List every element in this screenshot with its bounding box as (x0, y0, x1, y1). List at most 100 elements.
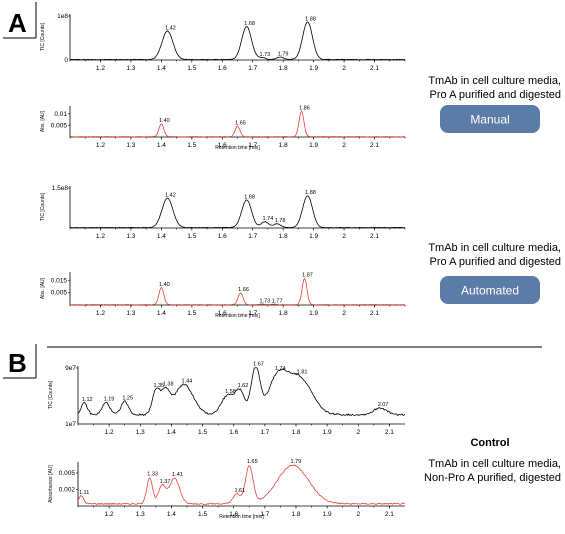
y-tick-label: 0.005 (59, 470, 76, 477)
peak-label: 1.77 (272, 298, 283, 304)
group-manual: TmAb in cell culture media, Pro A purifi… (428, 75, 561, 133)
x-tick-label: 1.3 (126, 65, 135, 72)
peak-label: 1.42 (165, 25, 176, 31)
x-tick-label: 1.4 (157, 142, 166, 149)
caption-line2: Non-Pro A purified, digested (424, 472, 561, 484)
chart-a-automated-tic: 1.2 1.3 1.4 1.5 1.6 1.7 1.8 1.9 2 2.1 1.5e8 TIC [Co… (40, 185, 406, 240)
peak-label: 1.40 (159, 282, 170, 288)
peak-label: 1.66 (238, 287, 249, 293)
group-control: Control TmAb in cell culture media, Non-… (424, 437, 561, 484)
x-tick-label: 1.9 (309, 142, 318, 149)
x-tick-label: 1.7 (248, 310, 257, 317)
peak-label: 1.86 (299, 106, 310, 112)
peak-label: 1.68 (244, 194, 255, 200)
x-tick-label: 2 (342, 233, 346, 240)
peak-label: 1.38 (163, 382, 174, 388)
peak-label: 1.88 (305, 16, 316, 22)
x-tick-label: 2 (342, 142, 346, 149)
x-tick-label: 1.5 (187, 142, 196, 149)
x-tick-label: 1.5 (187, 233, 196, 240)
x-tick-label: 2 (356, 429, 360, 436)
x-tick-label: 1.4 (167, 429, 176, 436)
x-tick-label: 1.3 (126, 142, 135, 149)
x-tick-label: 1.4 (157, 233, 166, 240)
peak-label: 1.37 (160, 479, 171, 485)
y-tick-label: 1e8 (57, 13, 68, 20)
panel-b-label: B (3, 344, 37, 379)
y-axis-label: Abs. [AU] (40, 110, 46, 132)
panel-a-label: A (3, 2, 37, 39)
x-tick-label: 1.8 (279, 142, 288, 149)
x-tick-label: 2.1 (370, 233, 379, 240)
panel-letter-b: B (8, 348, 27, 378)
x-tick-label: 1.7 (260, 429, 269, 436)
peak-label: 1.87 (302, 273, 313, 279)
x-tick-label: 1.9 (309, 65, 318, 72)
peak-label: 1.73 (260, 298, 271, 304)
x-tick-label: 2 (342, 65, 346, 72)
peak-label: 1.33 (147, 471, 158, 477)
y-tick-label: 1.5e8 (52, 185, 69, 192)
y-axis-label: Abs. [AU] (40, 277, 46, 299)
x-tick-label: 1.2 (105, 429, 114, 436)
x-tick-label: 1.2 (96, 142, 105, 149)
x-tick-label: 1.4 (157, 65, 166, 72)
chart-b-control-tic: 1.2 1.3 1.4 1.5 1.6 1.7 1.8 1.9 2 2.1 9e7 1e7 TIC [C… (48, 362, 406, 436)
x-tick-label: 1.6 (229, 511, 238, 518)
manual-button[interactable]: Manual (440, 105, 540, 133)
peak-label: 1.41 (172, 472, 183, 478)
x-tick-label: 1.3 (126, 233, 135, 240)
x-tick-label: 1.6 (218, 142, 227, 149)
x-tick-label: 1.8 (279, 65, 288, 72)
x-tick-label: 1.9 (309, 233, 318, 240)
peak-label: 1.79 (291, 459, 302, 465)
x-tick-label: 1.7 (260, 511, 269, 518)
y-tick-label: 0.015 (51, 277, 68, 284)
x-tick-label: 1.6 (218, 233, 227, 240)
chart-a-manual-abs: 1.2 1.3 1.4 1.5 1.6 1.7 1.8 1.9 2 2.1 0.01 0.005 Abs… (40, 106, 406, 151)
x-tick-label: 1.3 (136, 429, 145, 436)
series-line (77, 367, 406, 417)
peak-label: 1.25 (122, 395, 133, 401)
manual-button-label: Manual (470, 113, 509, 127)
x-tick-label: 2.1 (370, 65, 379, 72)
x-tick-label: 1.9 (323, 511, 332, 518)
peak-label: 1.78 (275, 218, 286, 224)
y-tick-label: 0.01 (54, 111, 67, 118)
y-tick-label: 0.005 (51, 290, 68, 297)
y-axis-label: TIC [Counts] (40, 192, 46, 221)
y-tick-label: 0 (64, 57, 68, 64)
x-tick-label: 1.8 (279, 233, 288, 240)
chart-b-control-abs: 1.2 1.3 1.4 1.5 1.6 1.7 1.8 1.9 2 2.1 0.005 0.002 Ab… (48, 459, 406, 520)
peak-label: 1.42 (165, 193, 176, 199)
y-axis-label: TIC [Counts] (40, 22, 46, 51)
x-axis-label: Retention time [min] (215, 145, 260, 151)
x-tick-label: 1.8 (291, 511, 300, 518)
peak-label: 1.58 (225, 389, 236, 395)
automated-button-label: Automated (461, 284, 519, 298)
x-tick-label: 1.2 (96, 65, 105, 72)
series-line (69, 110, 406, 138)
peak-label: 1.68 (244, 21, 255, 27)
group-automated: TmAb in cell culture media, Pro A purifi… (428, 242, 561, 304)
x-tick-label: 1.7 (248, 233, 257, 240)
peak-label: 1.88 (305, 190, 316, 196)
y-tick-label: 0.002 (59, 486, 76, 493)
caption-line1: TmAb in cell culture media, (428, 242, 561, 254)
series-line (69, 195, 406, 229)
automated-button[interactable]: Automated (440, 276, 540, 304)
series-line (77, 464, 406, 506)
x-tick-label: 1.4 (167, 511, 176, 518)
x-tick-label: 1.5 (198, 429, 207, 436)
caption-line1: TmAb in cell culture media, (428, 458, 561, 470)
y-tick-label: 0.005 (51, 122, 68, 129)
caption-line2: Pro A purified and digested (430, 89, 561, 101)
x-tick-label: 1.3 (136, 511, 145, 518)
x-tick-label: 1.8 (291, 429, 300, 436)
peak-label: 1.35 (153, 383, 164, 389)
x-tick-label: 2.1 (385, 429, 394, 436)
caption-title: Control (470, 437, 509, 449)
chart-a-automated-abs: 1.2 1.3 1.4 1.5 1.6 1.7 1.8 1.9 2 2.1 0.015 0.005 Ab… (40, 272, 406, 319)
x-tick-label: 1.7 (248, 65, 257, 72)
caption-line1: TmAb in cell culture media, (428, 75, 561, 87)
